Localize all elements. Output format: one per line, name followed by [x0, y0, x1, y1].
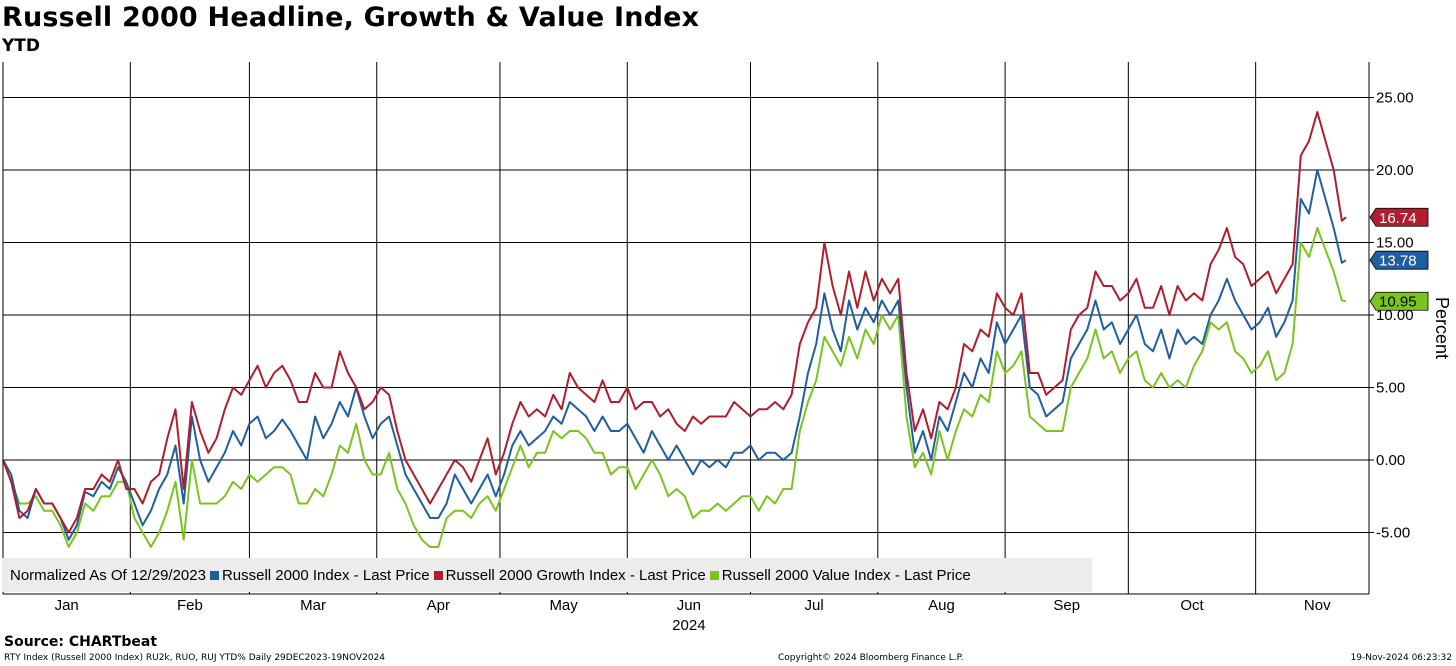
x-tick-label: Sep	[1053, 597, 1080, 614]
last-value-russell-2000-value-box	[1369, 291, 1429, 311]
year-label: 2024	[672, 617, 705, 634]
axes	[2, 62, 1374, 595]
series-line-russell-2000	[2, 169, 1347, 541]
y-tick-label: 15.00	[1376, 235, 1414, 252]
legend-item-russell-2000-growth: Russell 2000 Growth Index - Last Price	[430, 567, 706, 584]
y-tick-label: 0.00	[1376, 452, 1405, 469]
footer-copyright: Copyright© 2024 Bloomberg Finance L.P.	[778, 653, 964, 663]
x-tick-label: Nov	[1304, 597, 1331, 614]
last-value-russell-2000-growth-box	[1369, 207, 1429, 227]
x-tick-label: Jun	[677, 597, 701, 614]
source-note: Source: CHARTbeat	[4, 634, 158, 650]
last-value-russell-2000-box	[1369, 250, 1429, 270]
y-axis-title: Percent	[1432, 297, 1452, 359]
legend-swatch-russell-2000-growth	[433, 570, 443, 580]
gridlines	[3, 62, 1369, 594]
x-tick-label: Aug	[928, 597, 955, 614]
last-value-russell-2000-value-text: 10.95	[1379, 294, 1417, 311]
x-tick-label: Jul	[805, 597, 824, 614]
axis-labels: 25.00 20.00 15.00 10.00 5.00 0.00 -5.00 Jan Feb M…	[55, 90, 1452, 635]
series-lines	[2, 111, 1347, 548]
chart-title: Russell 2000 Headline, Growth & Value In…	[2, 2, 700, 33]
y-tick-label: 25.00	[1376, 90, 1414, 107]
x-tick-label: Feb	[177, 597, 203, 614]
legend-swatch-russell-2000-value	[709, 570, 719, 580]
x-tick-label: Oct	[1180, 597, 1204, 614]
x-tick-label: Apr	[427, 597, 450, 614]
y-tick-label: 10.00	[1376, 307, 1414, 324]
y-tick-label: -5.00	[1376, 525, 1410, 542]
last-value-russell-2000: 13.78	[1369, 250, 1429, 270]
y-tick-label: 5.00	[1376, 380, 1405, 397]
legend-label-russell-2000-value: Russell 2000 Value Index - Last Price	[721, 566, 971, 584]
legend-item-russell-2000: Russell 2000 Index - Last Price	[206, 567, 430, 584]
y-tick-label: 20.00	[1376, 162, 1414, 179]
x-tick-label: Jan	[55, 597, 79, 614]
chart-subtitle: YTD	[2, 36, 41, 56]
x-tick-label: May	[549, 597, 578, 614]
last-value-russell-2000-text: 13.78	[1379, 253, 1417, 270]
last-value-russell-2000-growth: 16.74	[1369, 207, 1429, 227]
series-line-russell-2000-value	[2, 227, 1347, 548]
last-value-russell-2000-value: 10.95	[1369, 291, 1429, 311]
legend-item-russell-2000-value: Russell 2000 Value Index - Last Price	[706, 567, 971, 584]
legend-label-russell-2000: Russell 2000 Index - Last Price	[221, 566, 430, 584]
x-tick-label: Mar	[300, 597, 326, 614]
legend-swatch-russell-2000	[209, 570, 219, 580]
legend: Normalized As Of 12/29/2023 Russell 2000…	[2, 558, 1092, 592]
footer-timestamp: 19-Nov-2024 06:23:32	[1350, 653, 1452, 663]
series-line-russell-2000-growth	[2, 111, 1347, 534]
last-value-russell-2000-growth-text: 16.74	[1379, 210, 1417, 227]
legend-prefix: Normalized As Of 12/29/2023	[10, 566, 206, 584]
footer-index-info: RTY Index (Russell 2000 Index) RU2k, RUO…	[4, 653, 385, 663]
legend-label-russell-2000-growth: Russell 2000 Growth Index - Last Price	[445, 566, 706, 584]
